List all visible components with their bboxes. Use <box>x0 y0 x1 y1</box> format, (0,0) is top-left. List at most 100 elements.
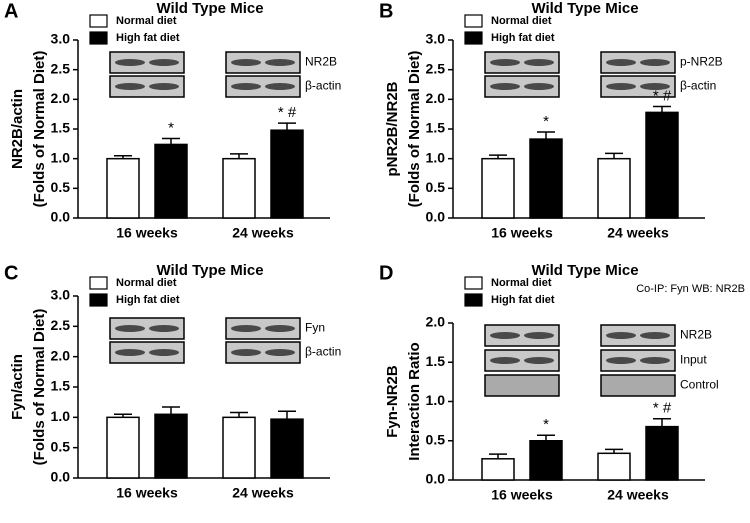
blot-band <box>524 357 554 364</box>
blot-band <box>490 83 520 90</box>
blot-frame <box>484 75 560 98</box>
legend-label: Normal diet <box>116 15 177 27</box>
y-tick-label: 2.5 <box>51 60 71 76</box>
y-axis-label: NR2B/actin <box>9 89 26 169</box>
blot <box>225 317 301 340</box>
blot-label: Input <box>680 353 707 367</box>
blot-band <box>115 83 145 90</box>
blot-band <box>490 357 520 364</box>
y-tick-label: 0.5 <box>426 179 446 195</box>
blot-band <box>606 332 636 339</box>
bar <box>270 418 304 479</box>
y-tick-label: 0.5 <box>51 438 71 454</box>
x-tick-label: 16 weeks <box>491 225 553 241</box>
blot-band <box>231 83 261 90</box>
legend-label: High fat diet <box>116 294 180 306</box>
blot-frame <box>484 51 560 74</box>
significance: * <box>543 113 549 130</box>
blot-label: β-actin <box>680 79 716 93</box>
y-axis-label: Fyn-NR2B <box>384 365 401 438</box>
blot-band <box>149 59 179 66</box>
significance: * <box>168 119 174 136</box>
y-axis-label: (Folds of Normal Diet) <box>31 309 48 466</box>
bar <box>106 416 140 479</box>
x-tick-label: 16 weeks <box>116 485 178 501</box>
bar <box>529 440 563 481</box>
blot <box>484 51 560 74</box>
blot-band <box>265 349 295 356</box>
legend-swatch <box>89 14 108 28</box>
bar <box>481 157 515 219</box>
y-tick-label: 2.0 <box>426 90 446 106</box>
blot-frame <box>484 349 560 372</box>
chart-title: Wild Type Mice <box>156 262 263 279</box>
significance: * # <box>653 400 672 417</box>
chart-title: Wild Type Mice <box>156 0 263 17</box>
blot <box>225 341 301 364</box>
blot-band <box>265 59 295 66</box>
blot-label: NR2B <box>305 55 337 69</box>
y-tick-label: 1.0 <box>51 149 71 165</box>
blot-frame <box>109 75 185 98</box>
panel-label: A <box>4 0 18 22</box>
blot-band <box>606 357 636 364</box>
bar <box>222 157 256 219</box>
legend-label: High fat diet <box>491 294 555 306</box>
y-tick-label: 1.0 <box>51 408 71 424</box>
blot <box>600 51 676 74</box>
y-tick-label: 0.5 <box>426 431 446 447</box>
y-tick-label: 3.0 <box>426 31 446 47</box>
y-tick-label: 0.5 <box>51 179 71 195</box>
bar <box>645 111 679 219</box>
blot <box>484 349 560 372</box>
bar <box>154 413 188 479</box>
legend-swatch <box>89 31 108 45</box>
blot-frame <box>225 51 301 74</box>
blot-label: Fyn <box>305 321 325 335</box>
blot-band <box>115 349 145 356</box>
blot <box>225 51 301 74</box>
bar <box>481 458 515 481</box>
y-tick-label: 1.5 <box>426 353 446 369</box>
blot <box>600 374 676 397</box>
blot-band <box>149 325 179 332</box>
y-tick-label: 3.0 <box>51 287 71 303</box>
blot <box>109 75 185 98</box>
blot-band <box>115 325 145 332</box>
blot-frame <box>109 51 185 74</box>
blot-frame <box>225 317 301 340</box>
blot-band <box>524 83 554 90</box>
blot-label: NR2B <box>680 328 712 342</box>
blot <box>484 374 560 397</box>
x-tick-label: 24 weeks <box>607 225 669 241</box>
y-tick-label: 1.5 <box>426 120 446 136</box>
y-tick-label: 0.0 <box>426 471 446 487</box>
blot-band <box>149 349 179 356</box>
bar <box>154 143 188 219</box>
y-tick-label: 3.0 <box>51 31 71 47</box>
blot-band <box>606 83 636 90</box>
blot-band <box>640 83 670 90</box>
y-tick-label: 1.0 <box>426 392 446 408</box>
y-axis-label: (Folds of Normal Diet) <box>31 51 48 208</box>
x-tick-label: 16 weeks <box>116 225 178 241</box>
chart-title: Wild Type Mice <box>531 262 638 279</box>
significance: * # <box>653 87 672 104</box>
panel-label: D <box>379 262 393 284</box>
y-axis-label: Fyn/actin <box>9 354 26 420</box>
significance: * # <box>278 104 297 121</box>
bar <box>270 129 304 219</box>
blot-band <box>524 59 554 66</box>
blot-band <box>115 59 145 66</box>
blot-band <box>490 332 520 339</box>
y-tick-label: 2.5 <box>426 60 446 76</box>
x-tick-label: 24 weeks <box>607 487 669 503</box>
blot-frame <box>225 341 301 364</box>
legend-swatch <box>89 276 108 290</box>
y-axis-label: pNR2B/NR2B <box>384 81 401 176</box>
blot-band <box>606 59 636 66</box>
legend-swatch <box>464 276 483 290</box>
y-tick-label: 0.0 <box>51 209 71 225</box>
y-axis-label: (Folds of Normal Diet) <box>406 51 423 208</box>
